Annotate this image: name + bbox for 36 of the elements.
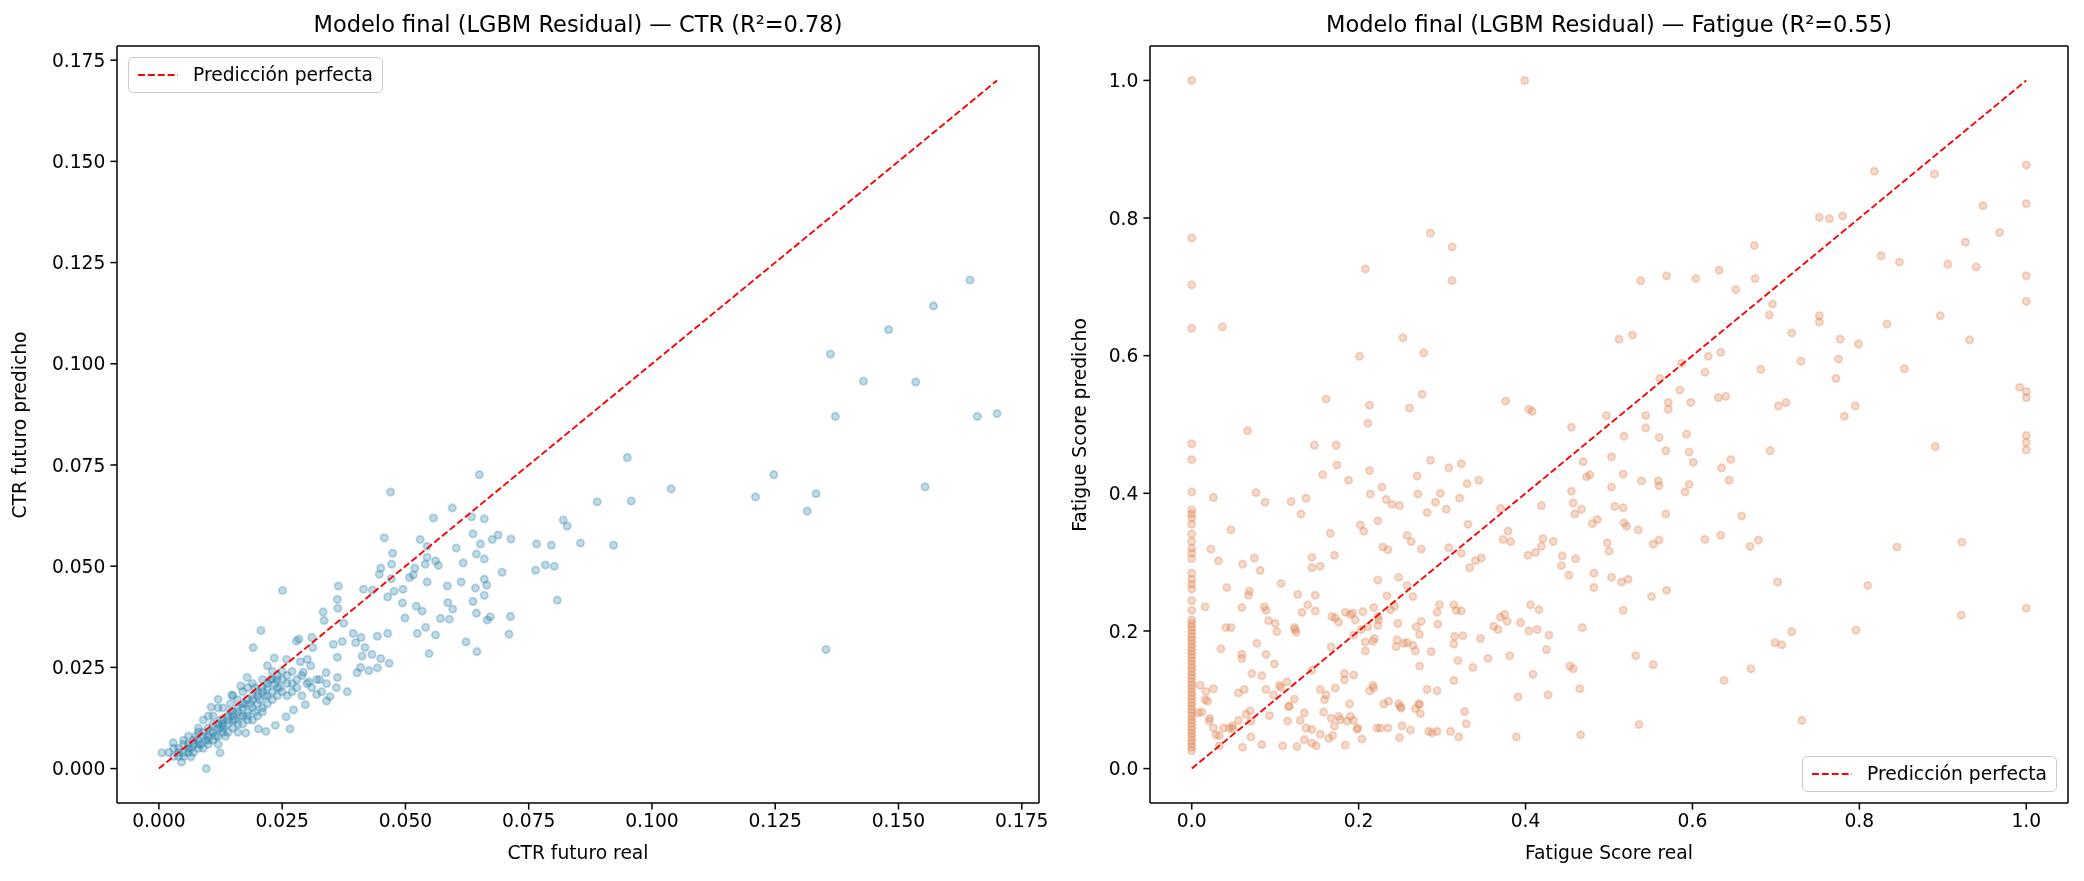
y-tick-label: 0.6 — [1108, 345, 1139, 367]
x-tick-label: 0.000 — [132, 809, 186, 831]
y-axis-title: Fatigue Score predicho — [1069, 317, 1091, 532]
x-axis-title: Fatigue Score real — [1525, 842, 1693, 864]
x-tick-label: 0.6 — [1677, 809, 1708, 831]
x-tick-label: 0.0 — [1176, 809, 1207, 831]
y-tick-label: 0.2 — [1108, 620, 1139, 642]
y-tick-label: 0.050 — [51, 555, 106, 577]
x-tick-label: 1.0 — [2011, 809, 2042, 831]
y-tick-label: 0.075 — [51, 454, 106, 476]
x-tick-label: 0.175 — [994, 809, 1049, 831]
x-axis-title: CTR futuro real — [507, 842, 649, 864]
y-tick-label: 0.175 — [51, 49, 106, 71]
y-tick-label: 0.025 — [51, 657, 106, 679]
x-tick-label: 0.100 — [625, 809, 679, 831]
x-tick-label: 0.8 — [1844, 809, 1875, 831]
y-tick-label: 0.000 — [51, 758, 106, 780]
y-tick-label: 0.125 — [51, 252, 106, 274]
y-tick-label: 0.8 — [1108, 207, 1139, 229]
x-tick-label: 0.150 — [871, 809, 926, 831]
x-tick-label: 0.025 — [255, 809, 309, 831]
x-tick-label: 0.2 — [1343, 809, 1374, 831]
chart-title: Modelo final (LGBM Residual) — Fatigue (R²=0.55) — [1326, 11, 1892, 37]
legend-label: Predicción perfecta — [1867, 762, 2047, 786]
y-tick-label: 0.4 — [1108, 482, 1139, 504]
chart-title: Modelo final (LGBM Residual) — CTR (R²=0.78) — [313, 11, 843, 37]
y-tick-label: 1.0 — [1108, 70, 1139, 92]
y-tick-label: 0.100 — [51, 353, 106, 375]
x-tick-label: 0.4 — [1510, 809, 1541, 831]
x-tick-label: 0.125 — [748, 809, 802, 831]
legend-label: Predicción perfecta — [193, 63, 373, 87]
y-tick-label: 0.150 — [51, 151, 106, 173]
x-tick-label: 0.075 — [501, 809, 556, 831]
x-tick-label: 0.050 — [378, 809, 433, 831]
y-axis-title: CTR futuro predicho — [9, 331, 31, 518]
y-tick-label: 0.0 — [1108, 758, 1139, 780]
